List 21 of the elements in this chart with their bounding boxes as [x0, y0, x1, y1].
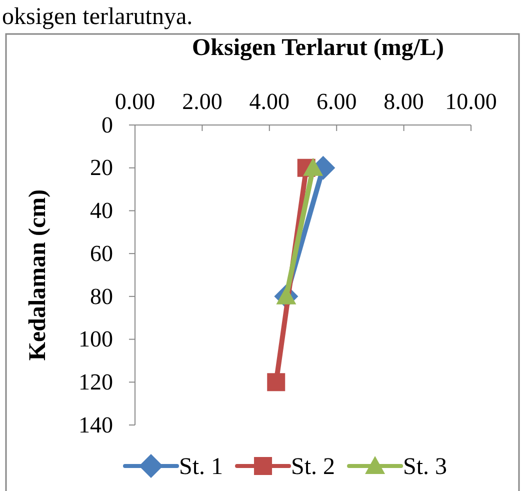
y-tick-label: 0 [102, 112, 113, 138]
x-tick-label: 2.00 [182, 89, 222, 114]
y-tick-label: 60 [90, 240, 113, 266]
legend-label: St. 3 [403, 454, 448, 480]
y-axis-title: Kedalaman (cm) [25, 189, 51, 361]
x-tick-label: 10.00 [445, 89, 497, 114]
x-tick-label: 8.00 [384, 89, 424, 114]
legend-label: St. 2 [291, 454, 336, 480]
point [267, 373, 286, 392]
text: oksigen terlarutnya. [2, 4, 193, 30]
x-tick-label: 6.00 [316, 89, 357, 114]
legend-label: St. 1 [179, 454, 224, 480]
y-tick-label: 80 [90, 284, 113, 309]
y-tick-label: 40 [90, 198, 113, 224]
x-tick-label: 4.00 [249, 89, 290, 114]
y-tick-label: 100 [78, 326, 113, 352]
x-tick-label: 0.00 [114, 89, 156, 114]
y-tick-label: 20 [90, 155, 113, 180]
y-tick-label: 120 [78, 370, 113, 395]
chart-title: Oksigen Terlarut (mg/L) [192, 35, 444, 61]
y-tick-label: 140 [78, 412, 113, 438]
